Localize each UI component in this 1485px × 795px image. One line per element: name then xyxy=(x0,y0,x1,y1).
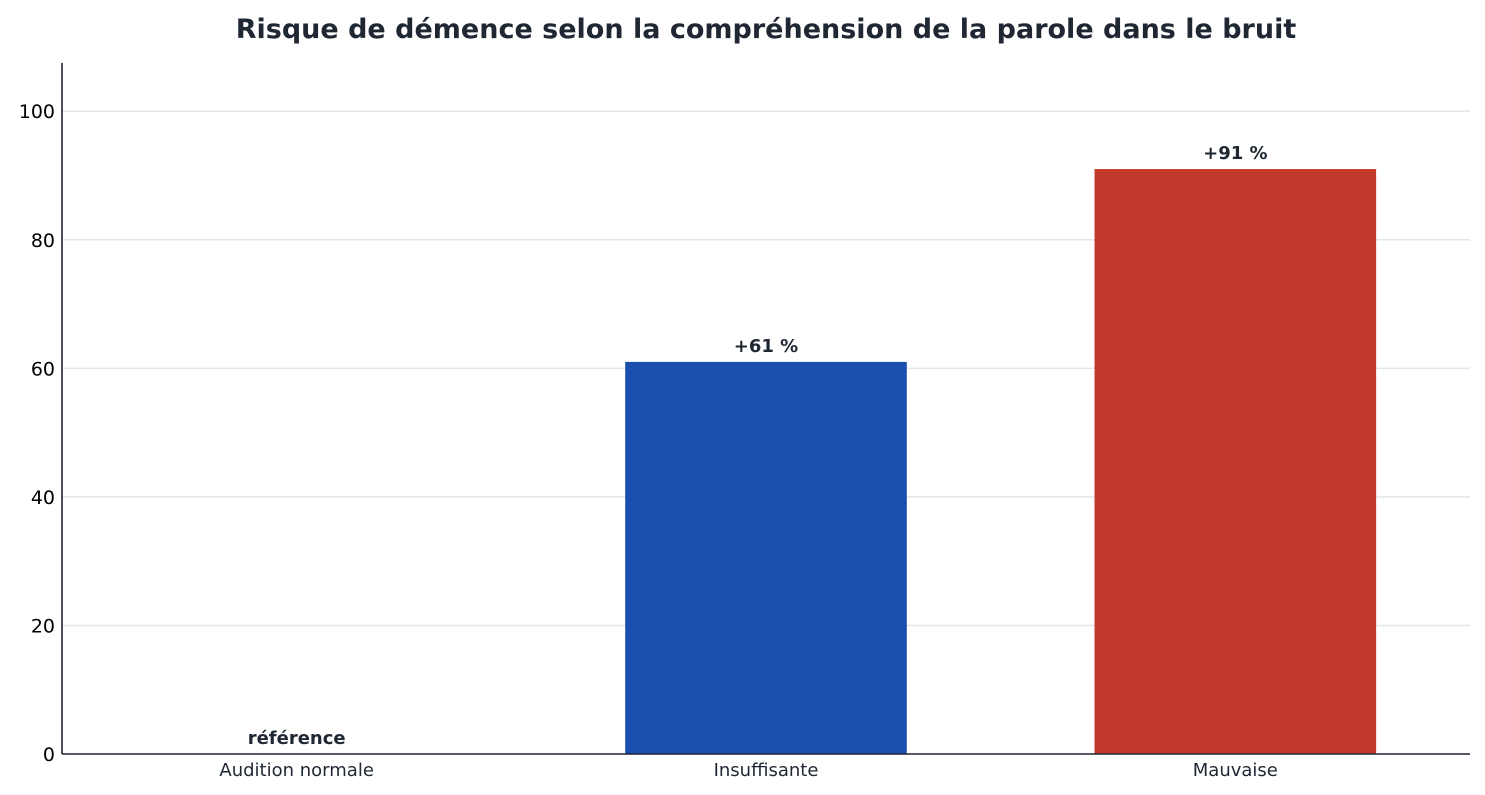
data-label: référence xyxy=(248,728,346,749)
x-category-label: Mauvaise xyxy=(1193,760,1278,781)
y-tick-label: 100 xyxy=(19,101,55,123)
chart-title: Risque de démence selon la compréhension… xyxy=(236,14,1297,45)
y-tick-label: 80 xyxy=(31,230,55,252)
bar xyxy=(625,361,907,754)
axes xyxy=(61,63,1470,755)
data-label: +61 % xyxy=(734,336,798,357)
y-tick-label: 20 xyxy=(31,615,55,637)
bars xyxy=(625,169,1377,754)
y-tick-labels: 0 20 40 60 80 100 xyxy=(19,101,55,766)
y-tick-label: 0 xyxy=(43,744,55,766)
bar xyxy=(1094,169,1377,754)
x-category-label: Insuffisante xyxy=(714,760,819,781)
y-tick-label: 60 xyxy=(31,358,55,380)
data-label: +91 % xyxy=(1203,143,1267,164)
y-tick-label: 40 xyxy=(31,487,55,509)
x-category-labels: Audition normale Insuffisante Mauvaise xyxy=(219,760,1277,781)
x-category-label: Audition normale xyxy=(219,760,374,781)
data-labels: référence +61 % +91 % xyxy=(248,143,1268,749)
